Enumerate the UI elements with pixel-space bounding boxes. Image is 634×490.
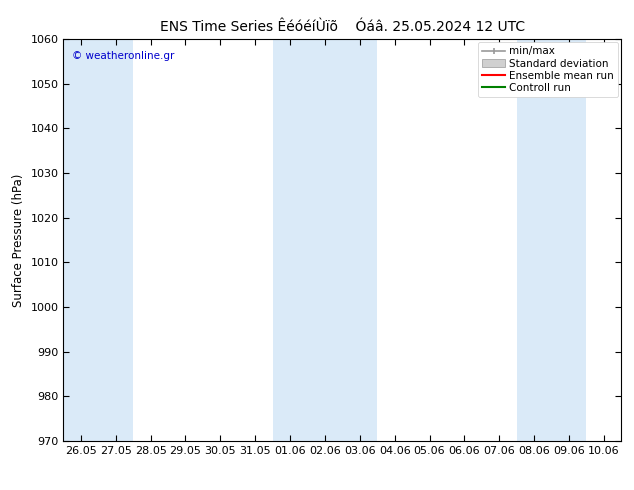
Bar [307,39,342,441]
Legend: min/max, Standard deviation, Ensemble mean run, Controll run: min/max, Standard deviation, Ensemble me… [478,42,618,97]
Bar [63,39,98,441]
Bar [552,39,586,441]
Bar [98,39,133,441]
Title: ENS Time Series ÊéóéíÙïõ    Óáâ. 25.05.2024 12 UTC: ENS Time Series ÊéóéíÙïõ Óáâ. 25.05.2024… [160,20,525,34]
Bar [342,39,377,441]
Bar [273,39,307,441]
Bar [517,39,552,441]
Y-axis label: Surface Pressure (hPa): Surface Pressure (hPa) [12,173,25,307]
Text: © weatheronline.gr: © weatheronline.gr [72,51,174,61]
